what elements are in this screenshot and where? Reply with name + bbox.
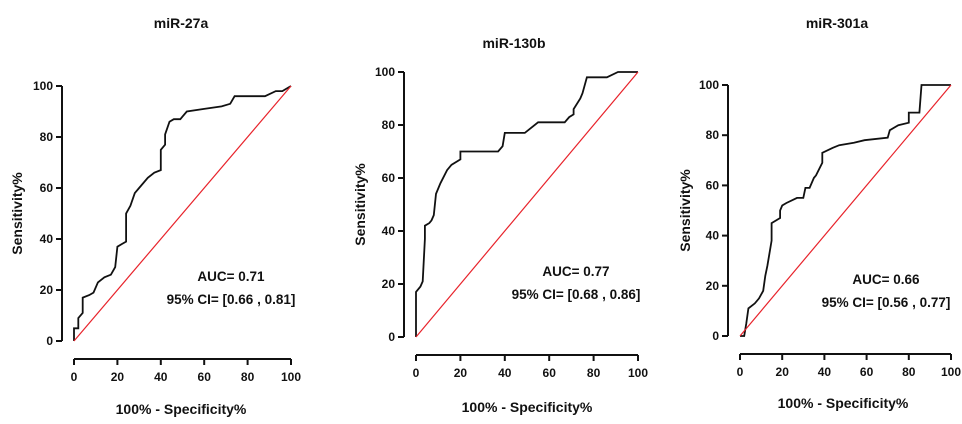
auc-annotation: AUC= 0.66 [852,272,920,287]
x-axis-label: 100% - Specificity% [462,399,593,415]
x-tick-label: 80 [241,370,255,384]
roc-panel-2: miR-130b 0 20 40 60 80 100 0 20 40 60 80 100 100% - S… [352,35,648,415]
chart-title: miR-130b [482,35,545,51]
x-tick-label: 80 [902,365,916,379]
chart-title: miR-27a [154,15,209,31]
x-axis-label: 100% - Specificity% [116,401,247,417]
x-tick-label: 80 [587,366,601,380]
x-tick-label: 100 [281,370,301,384]
y-tick-label: 20 [382,277,396,291]
reference-diagonal-line [739,84,952,337]
x-tick-label: 40 [498,366,512,380]
x-tick-label: 0 [413,366,420,380]
x-tick-label: 100 [941,365,961,379]
y-tick-label: 60 [706,178,720,192]
x-tick-label: 0 [737,365,744,379]
y-tick-label: 20 [706,279,720,293]
y-tick-label: 80 [40,130,54,144]
x-tick-label: 60 [198,370,212,384]
y-tick-label: 20 [40,283,54,297]
y-tick-label: 0 [46,334,53,348]
roc-curve-line [415,71,638,337]
y-tick-label: 0 [388,330,395,344]
x-tick-label: 100 [628,366,648,380]
y-tick-label: 60 [382,171,396,185]
ci-annotation: 95% CI= [0.66 , 0.81] [167,292,296,307]
y-tick-label: 80 [706,128,720,142]
auc-annotation: AUC= 0.71 [197,269,265,284]
reference-diagonal-line [73,85,292,342]
auc-annotation: AUC= 0.77 [542,264,609,279]
ci-annotation: 95% CI= [0.68 , 0.86] [512,287,641,302]
y-tick-label: 60 [40,181,54,195]
ci-annotation: 95% CI= [0.56 , 0.77] [822,295,951,310]
x-tick-label: 60 [543,366,557,380]
roc-panel-1: miR-27a 0 20 40 60 80 100 0 20 40 60 80 100 100% - Sp… [9,15,301,417]
y-tick-label: 100 [33,79,53,93]
roc-curve-line [740,84,951,337]
y-tick-label: 100 [699,78,719,92]
chart-title: miR-301a [806,15,868,31]
y-tick-label: 40 [382,224,396,238]
y-tick-label: 80 [382,118,396,132]
x-axis-label: 100% - Specificity% [778,395,909,411]
x-tick-label: 20 [111,370,125,384]
roc-curve-line [73,85,292,341]
x-tick-label: 20 [454,366,468,380]
x-tick-label: 20 [776,365,790,379]
y-axis-label: Sensitivity% [9,172,25,255]
y-tick-label: 0 [712,329,719,343]
y-axis-label: Sensitivity% [677,169,693,252]
y-tick-label: 40 [706,229,720,243]
roc-panel-3: miR-301a 0 20 40 60 80 100 0 20 40 60 80 100 100% - S… [677,15,961,411]
x-tick-label: 0 [71,370,78,384]
x-tick-label: 40 [154,370,168,384]
x-tick-label: 40 [818,365,832,379]
reference-diagonal-line [415,71,639,338]
x-tick-label: 60 [860,365,874,379]
y-tick-label: 100 [375,65,395,79]
y-tick-label: 40 [40,232,54,246]
y-axis-label: Sensitivity% [352,163,368,246]
